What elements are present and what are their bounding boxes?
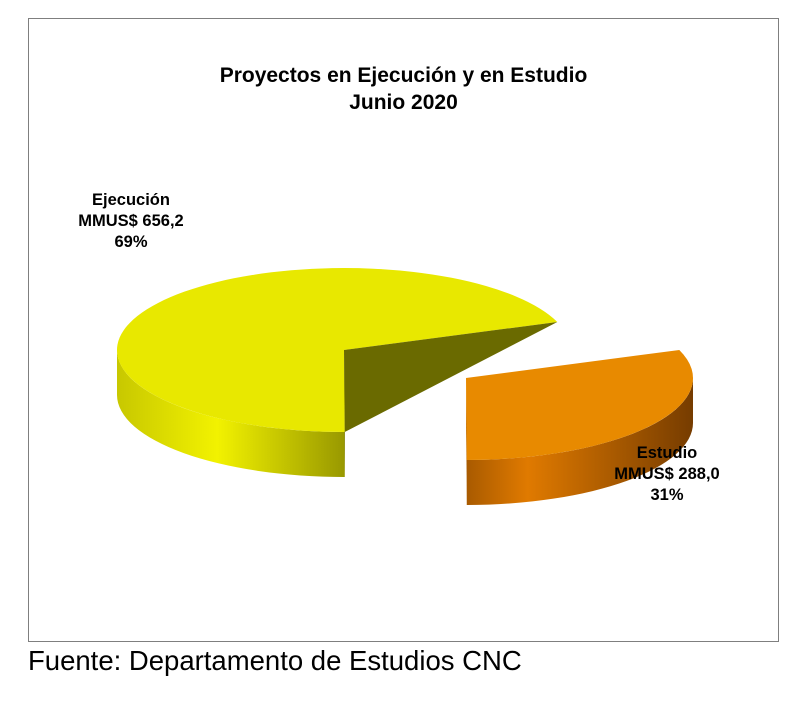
slice-label-estudio: Estudio MMUS$ 288,0 31% — [592, 443, 742, 506]
source-note: Fuente: Departamento de Estudios CNC — [28, 645, 522, 676]
slice-interior-ejecucion — [344, 321, 558, 432]
slice-value: MMUS$ 288,0 — [614, 465, 720, 483]
slice-percent: 69% — [114, 233, 148, 251]
slice-side-estudio — [466, 378, 693, 505]
slice-percent: 31% — [650, 486, 684, 504]
chart-subtitle: Junio 2020 — [349, 91, 458, 114]
slice-cut-estudio — [466, 378, 467, 505]
slice-label-ejecucion: Ejecución MMUS$ 656,2 69% — [56, 190, 206, 253]
slice-side-ejecucion — [117, 350, 345, 477]
slice-value: MMUS$ 656,2 — [78, 212, 184, 230]
slice-top-estudio — [466, 349, 693, 460]
slice-name: Ejecución — [92, 191, 170, 209]
slice-top-ejecucion — [116, 267, 558, 432]
slice-name: Estudio — [636, 444, 698, 462]
chart-title: Proyectos en Ejecución y en Estudio — [219, 64, 588, 87]
